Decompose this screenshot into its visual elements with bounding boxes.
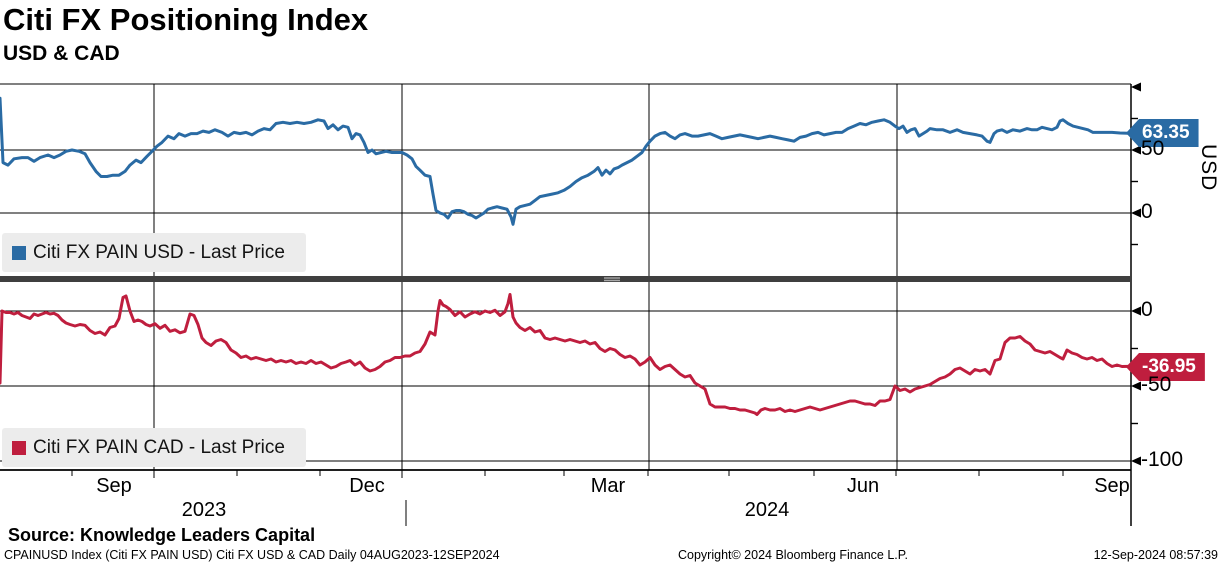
y-tick-usd-0: 0 [1141,200,1153,224]
x-tick-sep-2023: Sep [96,475,132,497]
cad-legend-label: Citi FX PAIN CAD - Last Price [33,436,285,458]
page-subtitle: USD & CAD [3,42,120,65]
y-tick-usd-50: 50 [1141,137,1165,161]
usd-axis-arrow-tick [1131,208,1141,218]
usd-last-price-badge: 63.35 [1126,119,1199,147]
usd-axis-arrow-tick [1131,145,1141,155]
cad-line-series [0,293,1130,416]
x-year-2024: 2024 [744,499,790,521]
x-tick-sep-2024: Sep [1094,475,1130,497]
x-year-2023: 2023 [181,499,227,521]
usd-legend-swatch-icon [12,245,26,260]
y-tick-cad-0: 0 [1141,298,1153,322]
x-tick-mar-2024: Mar [590,475,626,497]
page-title: Citi FX Positioning Index [3,2,369,37]
cad-last-price-badge: -36.95 [1126,353,1205,381]
usd-axis-arrow-tick [1131,82,1141,92]
source-credit: Source: Knowledge Leaders Capital [8,525,316,545]
x-tick-jun-2024: Jun [846,475,880,497]
cad-legend-swatch-icon [12,440,26,455]
footer-timestamp: 12-Sep-2024 08:57:39 [1093,548,1218,562]
footer-ticker-info: CPAINUSD Index (Citi FX PAIN USD) Citi F… [4,548,500,562]
y-tick-cad-neg50: -50 [1141,373,1172,397]
panel-divider [0,276,1131,282]
cad-axis-arrow-tick [1131,381,1141,391]
usd-legend-label: Citi FX PAIN USD - Last Price [33,241,285,263]
legend-cad: Citi FX PAIN CAD - Last Price [2,428,306,467]
legend-usd: Citi FX PAIN USD - Last Price [2,233,306,272]
x-tick-dec-2023: Dec [349,475,385,497]
cad-axis-arrow-tick [1131,306,1141,316]
usd-axis-title: USD [1197,144,1220,192]
footer-copyright: Copyright© 2024 Bloomberg Finance L.P. [678,548,908,562]
y-tick-cad-neg100: -100 [1141,448,1184,472]
usd-line-series [0,96,1130,226]
cad-axis-arrow-tick [1131,456,1141,466]
